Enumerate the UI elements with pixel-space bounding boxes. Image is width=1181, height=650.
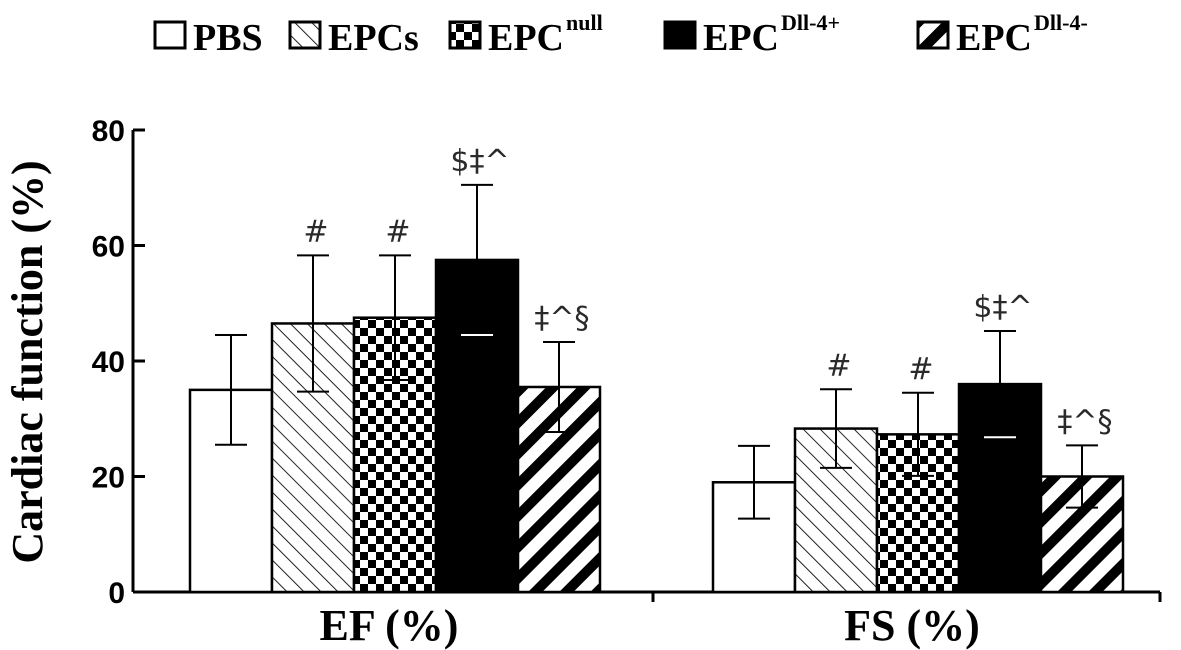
significance-annotation: $‡^	[973, 290, 1032, 325]
legend-item: EPC Dll-4+	[663, 10, 840, 59]
bars: # # # # $‡^ $‡^ ‡^§ ‡^§	[188, 144, 1125, 594]
y-axis-title: Cardiac function (%)	[3, 160, 52, 563]
legend-label: EPCs	[328, 17, 419, 59]
legend: PBS EPCs EPC null EPC Dll-4+ EPC Dll-4-	[153, 10, 1088, 59]
y-tick-label: 40	[92, 346, 125, 379]
legend-label: PBS	[193, 17, 263, 59]
y-tick-label: 0	[108, 577, 125, 610]
legend-swatch	[153, 20, 187, 50]
legend-label: EPC	[488, 17, 564, 59]
legend-swatch	[448, 20, 482, 50]
significance-annotation: #	[385, 214, 410, 249]
significance-annotation: $‡^	[450, 144, 509, 179]
y-tick-label: 60	[92, 231, 125, 264]
bar	[352, 316, 438, 594]
legend-swatch	[916, 20, 950, 50]
significance-annotation: #	[303, 214, 328, 249]
legend-item: EPC null	[448, 10, 603, 59]
y-tick-label: 20	[92, 462, 125, 495]
legend-item: EPCs	[288, 17, 419, 59]
y-tick-label: 80	[92, 115, 125, 148]
x-category-label: EF (%)	[320, 601, 459, 650]
legend-superscript: Dll-4-	[1034, 10, 1088, 35]
significance-annotation: #	[908, 352, 933, 387]
category-labels: EF (%) FS (%)	[320, 601, 980, 650]
significance-annotation: ‡^§	[1057, 404, 1112, 439]
x-category-label: FS (%)	[844, 601, 980, 650]
legend-item: PBS	[153, 17, 263, 59]
legend-label: EPC	[956, 17, 1032, 59]
significance-annotation: #	[826, 348, 851, 383]
legend-label: EPC	[703, 17, 779, 59]
legend-swatch	[663, 20, 697, 50]
legend-superscript: Dll-4+	[781, 10, 840, 35]
significance-annotation: ‡^§	[534, 301, 589, 336]
legend-superscript: null	[566, 10, 603, 35]
legend-item: EPC Dll-4-	[916, 10, 1088, 59]
legend-swatch	[288, 20, 322, 50]
